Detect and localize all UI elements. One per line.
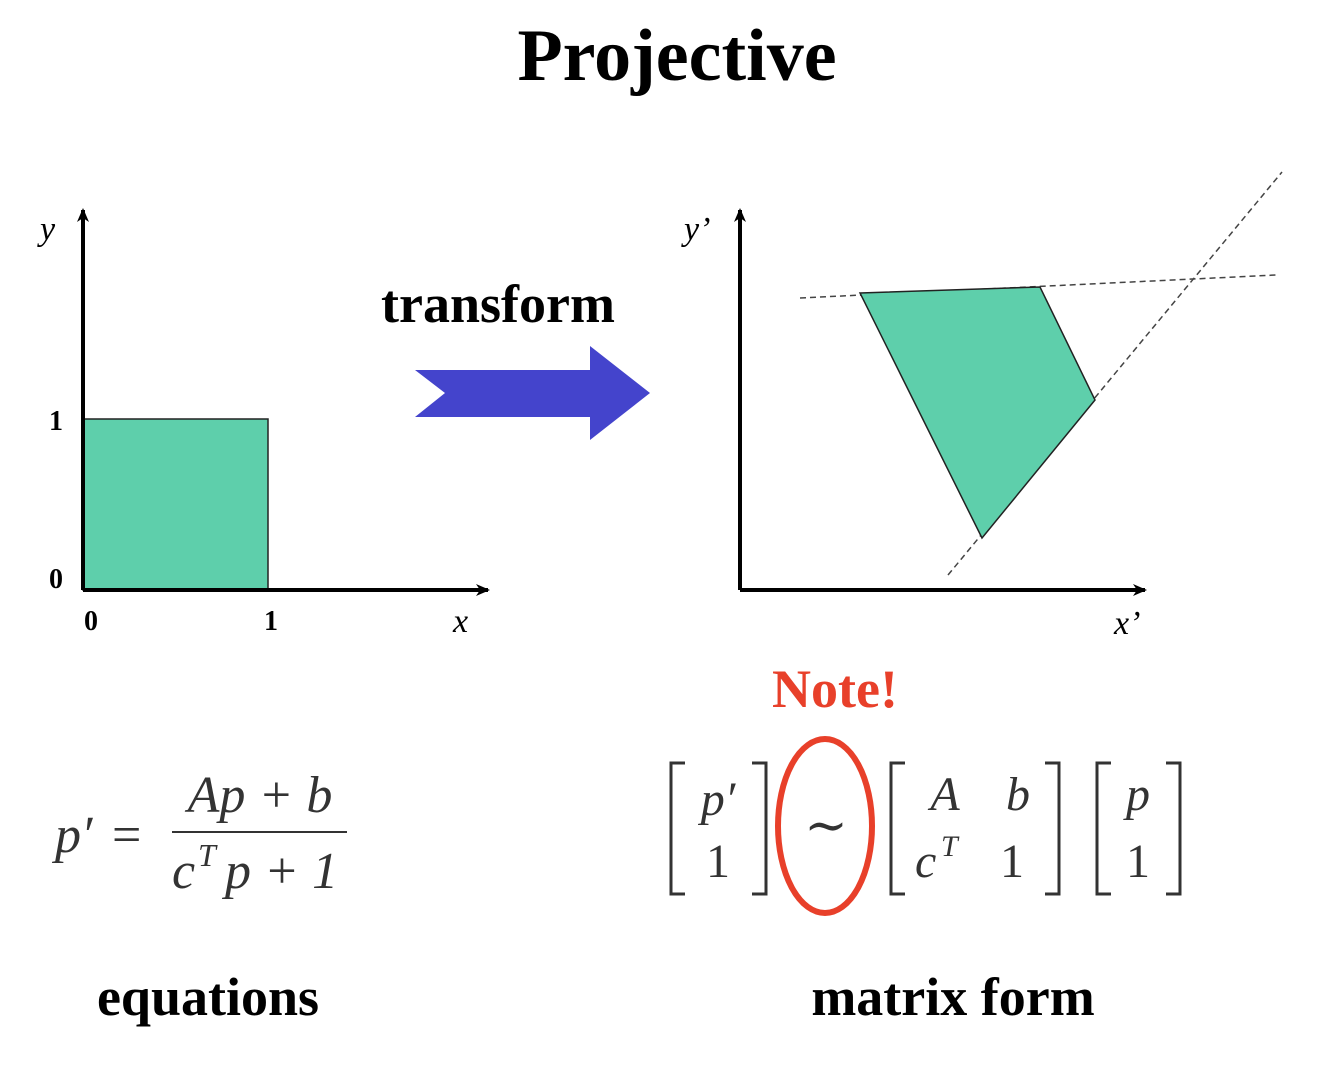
matrix-b: b (1006, 768, 1030, 821)
slide-title: Projective (517, 15, 836, 97)
equation-numerator: Ap + b (185, 767, 333, 824)
matrix-form-label: matrix form (811, 967, 1094, 1027)
bracket (1095, 761, 1111, 896)
matrix-c-sup: T (941, 830, 960, 863)
equation-denominator-rest: p + 1 (221, 843, 338, 900)
right-vector-bottom: 1 (1126, 835, 1150, 888)
unit-square (82, 418, 269, 591)
matrix-c: c (915, 835, 936, 888)
equations-label: equations (97, 967, 319, 1027)
right-vector-top: p (1123, 768, 1150, 821)
y-prime-label: y’ (681, 211, 710, 248)
equation-lhs: p′ (51, 807, 94, 864)
transform-label: transform (381, 274, 615, 334)
left-plot: y x 1 0 0 1 (37, 208, 490, 640)
x-axis-label: x (452, 603, 468, 640)
bracket (1166, 761, 1182, 896)
bracket (669, 761, 685, 896)
y-tick-1: 1 (49, 406, 63, 437)
x-tick-1: 1 (264, 606, 278, 637)
dashed-line-diagonal (947, 171, 1283, 576)
matrix-A: A (927, 768, 960, 821)
left-vector-top: p′ (698, 773, 737, 826)
similarity-symbol: ∼ (804, 798, 848, 855)
equation-denominator-sup: T (198, 837, 218, 873)
x-prime-label: x’ (1113, 605, 1140, 642)
equation-equals: = (112, 807, 141, 864)
note-highlight-ellipse (775, 736, 875, 916)
matrix-one: 1 (1000, 835, 1024, 888)
note-label: Note! (772, 659, 898, 719)
equation-denominator-c: c (172, 843, 195, 900)
projected-quadrilateral (858, 286, 1096, 540)
y-axis-label: y (37, 211, 56, 248)
y-tick-0: 0 (49, 564, 63, 595)
bracket (752, 761, 768, 896)
right-arrow-icon (415, 346, 650, 440)
left-vector-bottom: 1 (706, 835, 730, 888)
x-tick-0: 0 (84, 606, 98, 637)
bracket (1045, 761, 1061, 896)
projective-equation: p′ = Ap + b c T p + 1 (51, 767, 347, 900)
right-plot: y’ x’ (681, 171, 1283, 642)
matrix-equation: p′ 1 ∼ A b c T 1 p 1 (669, 736, 1182, 916)
bracket (889, 761, 905, 896)
